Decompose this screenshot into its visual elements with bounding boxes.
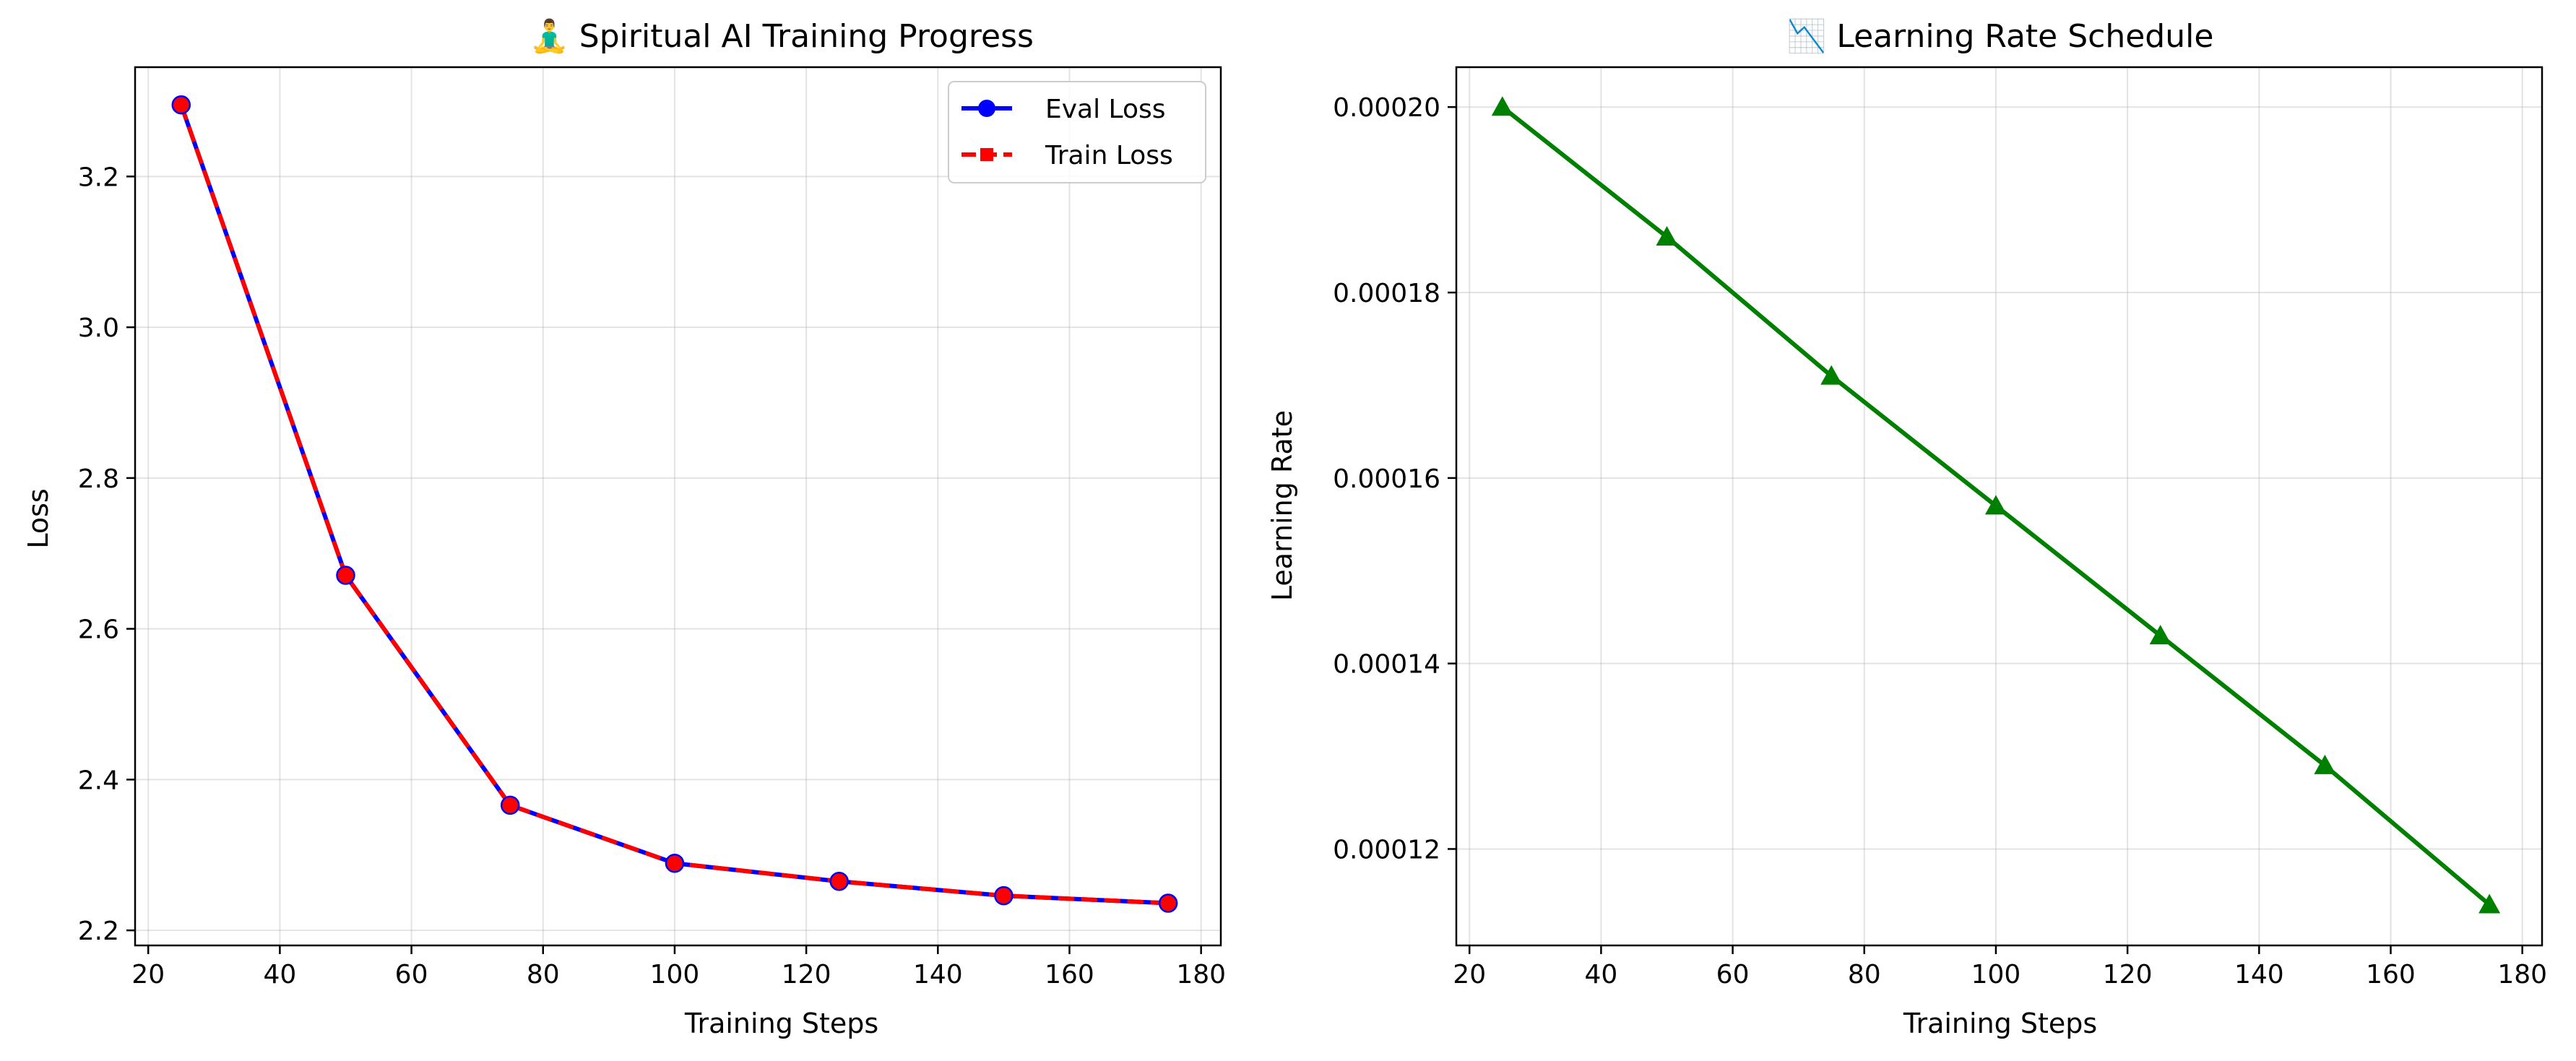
data-point (2149, 625, 2171, 645)
data-point (1158, 893, 1178, 913)
data-point (2478, 893, 2501, 914)
y-tick-label: 0.00014 (1333, 650, 1440, 680)
data-point (1984, 495, 2007, 515)
data-point (1491, 96, 1513, 116)
loss-chart: 🧘‍♂️ Spiritual AI Training Progress Trai… (22, 18, 1226, 1039)
legend-marker-eval-loss (978, 100, 995, 117)
data-point (1656, 225, 1678, 246)
y-tick-label: 3.0 (78, 313, 119, 343)
y-tick-label: 0.00020 (1333, 93, 1440, 123)
x-tick-label: 20 (1453, 960, 1486, 989)
x-tick-label: 80 (1848, 960, 1881, 989)
loss-chart-frame (134, 66, 1222, 947)
loss-chart-legend: Eval Loss Train Loss (948, 81, 1206, 183)
learning-rate-chart: 📉 Learning Rate Schedule Training Steps … (1266, 18, 2547, 1039)
learning-rate-chart-y-axis-label: Learning Rate (1266, 410, 1298, 601)
learning-rate-chart-x-axis-label: Training Steps (1903, 1008, 2097, 1039)
data-point (500, 795, 520, 815)
x-tick-label: 100 (1971, 960, 2021, 989)
learning-rate-chart-title: 📉 Learning Rate Schedule (1787, 18, 2214, 55)
x-tick-label: 160 (2366, 960, 2416, 989)
learning-rate-chart-ticks: 20 40 60 80 100 120 140 160 180 0.00012 0.00014 0.0… (1333, 93, 2547, 989)
legend-label-eval-loss: Eval Loss (1045, 95, 1166, 124)
x-tick-label: 180 (1176, 960, 1226, 989)
loss-chart-y-axis-label: Loss (22, 488, 54, 548)
legend-box (948, 81, 1206, 183)
loss-chart-title: 🧘‍♂️ Spiritual AI Training Progress (530, 18, 1034, 55)
loss-chart-ticks: 20 40 60 80 100 120 140 160 180 2.2 2.4 2.6 2.8 3.0 3.… (78, 163, 1226, 989)
x-tick-label: 160 (1045, 960, 1094, 989)
y-tick-label: 2.2 (78, 917, 119, 946)
x-tick-label: 40 (263, 960, 296, 989)
legend-marker-train-loss (980, 148, 993, 161)
x-tick-label: 20 (131, 960, 165, 989)
y-tick-label: 0.00018 (1333, 279, 1440, 308)
legend-label-train-loss: Train Loss (1045, 141, 1173, 170)
y-tick-label: 2.6 (78, 615, 119, 645)
loss-chart-x-axis-label: Training Steps (684, 1008, 878, 1039)
data-point (994, 885, 1013, 906)
x-tick-label: 120 (2103, 960, 2153, 989)
data-point (2314, 754, 2336, 774)
loss-chart-grid (135, 67, 1221, 945)
y-tick-label: 0.00016 (1333, 464, 1440, 494)
x-tick-label: 40 (1584, 960, 1617, 989)
y-tick-label: 2.8 (78, 464, 119, 494)
x-tick-label: 80 (527, 960, 560, 989)
y-tick-label: 2.4 (78, 766, 119, 795)
x-tick-label: 140 (913, 960, 963, 989)
y-tick-label: 0.00012 (1333, 835, 1440, 865)
x-tick-label: 180 (2497, 960, 2547, 989)
legend-entry-eval-loss: Eval Loss (961, 95, 1166, 124)
data-point (171, 95, 191, 115)
data-point (665, 853, 685, 873)
y-tick-label: 3.2 (78, 163, 119, 192)
x-tick-label: 60 (1716, 960, 1750, 989)
data-point (829, 872, 849, 891)
x-tick-label: 140 (2234, 960, 2284, 989)
x-tick-label: 120 (782, 960, 831, 989)
data-point (336, 566, 355, 585)
x-tick-label: 60 (395, 960, 428, 989)
loss-chart-series (171, 95, 1178, 913)
x-tick-label: 100 (650, 960, 700, 989)
data-point (1820, 365, 1843, 385)
legend-entry-train-loss: Train Loss (961, 141, 1173, 170)
learning-rate-chart-frame (1455, 66, 2543, 947)
learning-rate-chart-grid (1456, 67, 2542, 945)
learning-rate-chart-series (1491, 96, 2501, 914)
